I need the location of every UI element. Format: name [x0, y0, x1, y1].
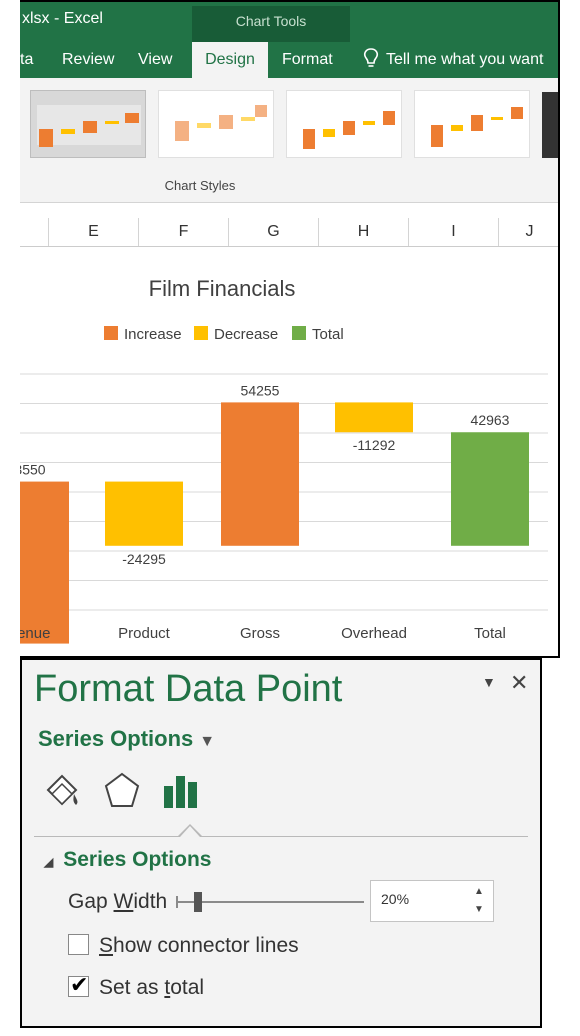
set-as-total-label: Set as total: [99, 976, 205, 999]
column-header[interactable]: J: [498, 218, 558, 246]
chart-style-thumbnail-partial[interactable]: [542, 92, 558, 158]
legend-swatch: [104, 326, 118, 340]
chart-style-thumbnail[interactable]: [158, 90, 274, 158]
chart-style-thumbnail[interactable]: [414, 90, 530, 158]
series-options-section-header[interactable]: ◢ Series Options: [44, 848, 211, 872]
data-label: -24295: [122, 551, 166, 567]
waterfall-bar: [335, 402, 413, 433]
checkmark-icon: ✔: [70, 971, 89, 997]
format-data-point-pane: Format Data Point ▼ ✕ Series Options ▼ ◢ S…: [20, 658, 542, 1028]
data-label: -11292: [353, 437, 396, 453]
waterfall-bar: [105, 481, 183, 546]
chevron-down-icon: ▼: [199, 733, 216, 750]
legend-entry: Decrease: [214, 326, 278, 343]
gap-width-slider-track[interactable]: [178, 901, 364, 903]
chart-style-thumbnail[interactable]: [30, 90, 146, 158]
waterfall-bar: [451, 432, 529, 546]
ribbon-panel: Chart Styles: [20, 78, 558, 203]
category-label: venue: [20, 625, 50, 642]
tab-review[interactable]: Review: [62, 51, 115, 68]
lightbulb-icon: [363, 48, 379, 67]
series-options-section-label: Series Options: [63, 848, 212, 871]
show-connector-lines-label: Show connector lines: [99, 934, 299, 957]
chart-title: Film Financials: [149, 276, 296, 301]
set-as-total-checkbox[interactable]: ✔: [68, 972, 89, 997]
effects-pentagon-icon[interactable]: [102, 770, 142, 812]
category-label: Gross: [240, 625, 280, 642]
legend-entry: Increase: [124, 326, 182, 343]
gap-width-slider-thumb[interactable]: [194, 892, 202, 912]
waterfall-bar: [221, 402, 299, 546]
column-header[interactable]: G: [228, 218, 318, 246]
waterfall-bar: [20, 481, 69, 644]
chart-styles-group-label: Chart Styles: [164, 178, 236, 193]
tell-me-box[interactable]: Tell me what you want: [362, 42, 543, 78]
column-header[interactable]: E: [48, 218, 138, 246]
show-connector-lines-checkbox[interactable]: [68, 933, 89, 955]
tab-design[interactable]: Design: [192, 42, 268, 78]
gap-width-input[interactable]: 20%: [370, 880, 494, 922]
series-options-bar-icon[interactable]: [162, 770, 202, 812]
tell-me-text: Tell me what you want: [386, 51, 544, 68]
category-label: Total: [474, 625, 506, 642]
data-label: 54255: [241, 382, 280, 398]
waterfall-chart[interactable]: Film Financials Increase Decrease Total 3550…: [20, 246, 560, 658]
tab-view[interactable]: View: [138, 51, 173, 68]
data-label: 3550: [20, 462, 46, 478]
chart-style-thumbnail[interactable]: [286, 90, 402, 158]
set-as-total-row[interactable]: ✔ Set as total: [68, 972, 205, 1004]
pane-category-icons: [42, 770, 242, 814]
fill-line-icon[interactable]: [42, 770, 82, 812]
collapse-triangle-icon: ◢: [44, 855, 54, 869]
window-title: xlsx - Excel: [22, 10, 103, 27]
category-label: Product: [118, 625, 171, 642]
column-header[interactable]: I: [408, 218, 498, 246]
data-label: 42963: [471, 412, 510, 428]
series-options-dropdown[interactable]: Series Options ▼: [38, 726, 215, 752]
tab-data[interactable]: ta: [20, 51, 34, 68]
spin-down-icon[interactable]: ▼: [474, 904, 484, 915]
category-label: Overhead: [341, 625, 407, 642]
column-header[interactable]: F: [138, 218, 228, 246]
chart-tools-context-label: Chart Tools: [192, 6, 350, 44]
gap-width-label: Gap Width: [68, 890, 168, 913]
gap-width-slider-end: [176, 896, 178, 908]
section-divider: [34, 836, 528, 837]
column-header[interactable]: H: [318, 218, 408, 246]
selected-category-notch-inner: [180, 826, 200, 837]
series-options-dropdown-label: Series Options: [38, 726, 194, 751]
show-connector-lines-row[interactable]: Show connector lines: [68, 933, 299, 962]
legend-swatch: [292, 326, 306, 340]
legend-entry: Total: [312, 326, 344, 343]
excel-window: xlsx - Excel Chart Tools ta Review View …: [20, 0, 560, 658]
tab-format[interactable]: Format: [282, 51, 333, 68]
ribbon-tabs: ta Review View Design Format Tell me wha…: [20, 42, 558, 78]
close-icon[interactable]: ✕: [510, 670, 529, 695]
pane-options-chevron-icon[interactable]: ▼: [482, 674, 496, 690]
pane-title: Format Data Point: [34, 668, 343, 710]
column-headers: E F G H I J: [20, 218, 558, 247]
spin-up-icon[interactable]: ▲: [474, 886, 484, 897]
legend-swatch: [194, 326, 208, 340]
